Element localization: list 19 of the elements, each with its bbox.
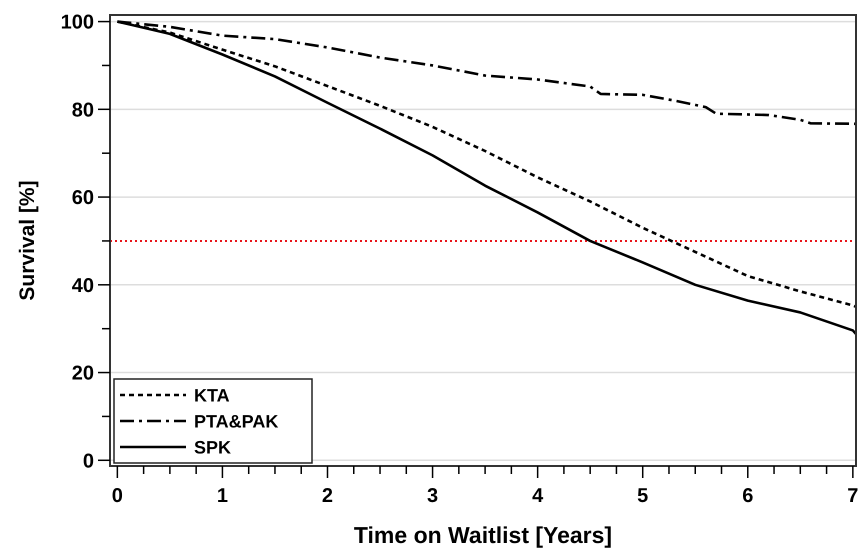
x-tick-label: 0	[112, 485, 123, 507]
x-tick-label: 6	[742, 485, 754, 507]
x-tick-label: 7	[847, 485, 858, 507]
y-tick-label: 60	[72, 187, 94, 210]
y-axis-title: Survival [%]	[16, 180, 39, 301]
legend-label: PTA&PAK	[194, 411, 278, 432]
x-tick-label: 2	[322, 485, 334, 507]
y-tick-label: 20	[72, 362, 94, 385]
x-tick-label: 1	[216, 485, 228, 507]
y-tick-label: 0	[82, 450, 94, 472]
y-tick-label: 100	[60, 12, 94, 34]
legend-label: SPK	[194, 437, 232, 458]
x-axis-title: Time on Waitlist [Years]	[354, 522, 612, 548]
legend-label: KTA	[194, 385, 230, 406]
x-tick-label: 3	[427, 485, 438, 507]
x-tick-label: 4	[532, 485, 544, 507]
y-tick-label: 40	[72, 274, 94, 297]
y-tick-label: 80	[72, 99, 94, 122]
x-tick-label: 5	[637, 485, 648, 507]
